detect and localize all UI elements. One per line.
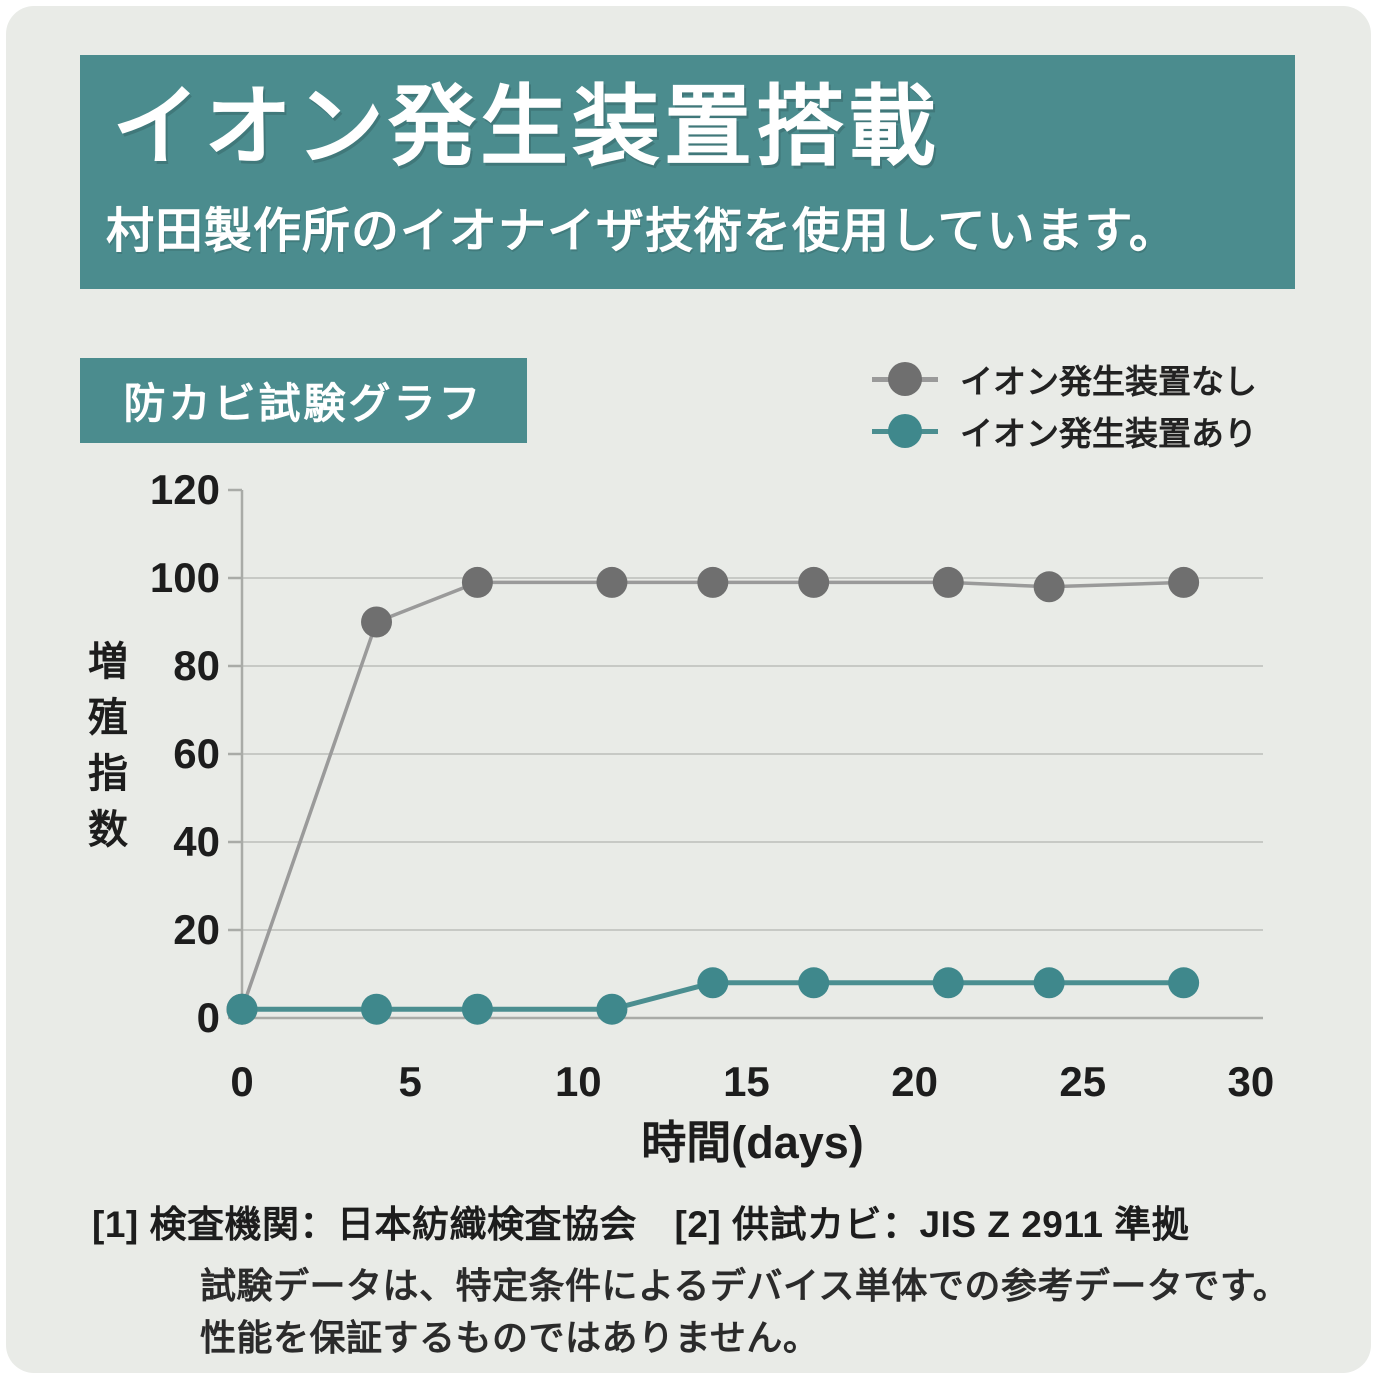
- chart-title-text: 防カビ試験グラフ: [123, 380, 484, 427]
- data-point: [1033, 967, 1065, 999]
- footnote-test-conditions: [1] 検査機関：日本紡織検査協会 [2] 供試カビ：JIS Z 2911 準拠: [92, 1204, 1190, 1245]
- x-tick-label: 10: [555, 1058, 602, 1105]
- data-point: [932, 566, 964, 598]
- chart-title-badge: 防カビ試験グラフ: [80, 358, 527, 443]
- legend-item-with-ionizer: イオン発生装置あり: [872, 408, 1302, 454]
- data-point: [1033, 571, 1065, 603]
- y-tick-label: 40: [173, 818, 220, 865]
- data-point: [1168, 566, 1200, 598]
- teal-series-marker-icon: [872, 414, 938, 448]
- series-line-0: [240, 580, 1184, 1010]
- y-tick-label: 120: [150, 466, 220, 513]
- x-axis-title: 時間(days): [641, 1117, 864, 1168]
- x-tick-label: 20: [891, 1058, 938, 1105]
- data-point: [361, 993, 393, 1025]
- chart-legend: イオン発生装置なし イオン発生装置あり: [872, 356, 1302, 460]
- y-tick-label: 100: [150, 554, 220, 601]
- x-tick-label: 15: [723, 1058, 770, 1105]
- x-tick-label: 25: [1059, 1058, 1106, 1105]
- data-point: [596, 993, 628, 1025]
- data-point: [226, 993, 258, 1025]
- data-point: [1168, 967, 1200, 999]
- data-point: [596, 566, 628, 598]
- data-point: [461, 566, 493, 598]
- legend-item-without-ionizer: イオン発生装置なし: [872, 356, 1302, 402]
- page-subtitle: 村田製作所のイオナイザ技術を使用しています。: [106, 205, 1178, 259]
- gray-series-marker-icon: [872, 362, 938, 396]
- page-title: イオン発生装置搭載: [112, 77, 941, 176]
- x-tick-label: 0: [230, 1058, 253, 1105]
- y-tick-label: 0: [197, 994, 220, 1041]
- data-point: [361, 606, 393, 638]
- y-axis-title-char: 殖: [88, 696, 128, 740]
- legend-label: イオン発生装置なし: [960, 363, 1257, 400]
- y-axis-title-char: 指: [88, 752, 128, 796]
- teal-dot-swatch: [888, 414, 922, 448]
- data-point: [798, 566, 830, 598]
- x-tick-label: 30: [1228, 1058, 1275, 1105]
- data-point: [798, 967, 830, 999]
- data-point: [697, 967, 729, 999]
- data-point: [697, 566, 729, 598]
- header-banner: イオン発生装置搭載 村田製作所のイオナイザ技術を使用しています。: [80, 55, 1295, 289]
- y-tick-label: 80: [173, 642, 220, 689]
- footnote-disclaimer-line2: 性能を保証するものではありません。: [200, 1317, 820, 1359]
- legend-label: イオン発生装置あり: [960, 415, 1257, 452]
- y-axis-title-char: 増: [88, 640, 128, 684]
- y-tick-label: 20: [173, 906, 220, 953]
- gray-dot-swatch: [888, 362, 922, 396]
- data-point: [932, 967, 964, 999]
- footnote-disclaimer: 試験データは、特定条件によるデバイス単体での参考データです。 性能を保証するもの…: [200, 1260, 1340, 1364]
- footnote-disclaimer-line1: 試験データは、特定条件によるデバイス単体での参考データです。: [200, 1265, 1290, 1306]
- y-axis-title-char: 数: [88, 808, 128, 852]
- data-point: [461, 993, 493, 1025]
- y-tick-label: 60: [173, 730, 220, 777]
- x-tick-label: 5: [398, 1058, 421, 1105]
